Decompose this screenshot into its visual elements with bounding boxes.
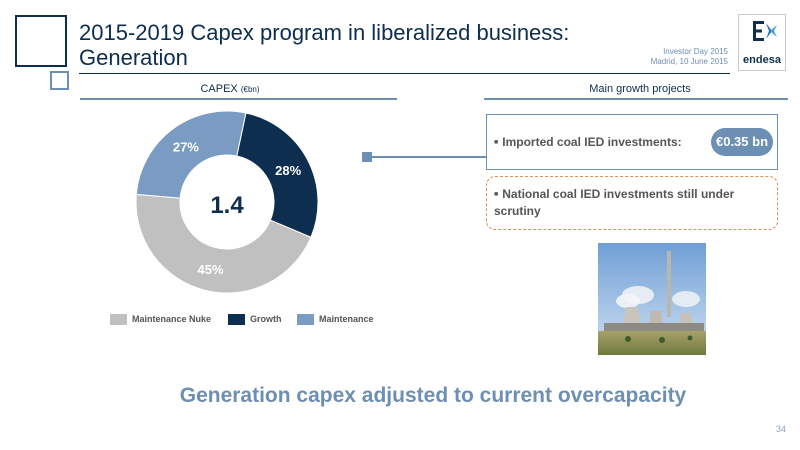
event-date: Madrid, 10 June 2015 xyxy=(650,57,728,66)
donut-slice-growth xyxy=(236,112,319,238)
growth-item1-value-badge: €0.35 bn xyxy=(711,128,773,156)
growth-item2-label: National coal IED investments still unde… xyxy=(494,187,735,218)
connector-marker xyxy=(362,152,372,162)
capex-title-unit: (€bn) xyxy=(240,85,260,94)
title-divider xyxy=(79,73,730,74)
capex-panel-rule xyxy=(80,98,397,100)
legend-swatch xyxy=(228,314,245,325)
bullet-square-icon: ■ xyxy=(494,139,499,146)
page-number: 34 xyxy=(775,424,786,434)
donut-center-value: 1.4 xyxy=(210,192,244,219)
growth-item-imported-coal: ■ Imported coal IED investments: €0.35 bn xyxy=(486,114,778,170)
legend-label: Maintenance Nuke xyxy=(132,314,212,324)
donut-label-maintenance-nuke: 45% xyxy=(198,262,224,277)
donut-label-maintenance: 27% xyxy=(173,140,199,155)
capex-panel-title: CAPEX (€bn) xyxy=(170,83,290,95)
legend-swatch xyxy=(297,314,314,325)
slide-title-line1: 2015-2019 Capex program in liberalized b… xyxy=(79,20,570,45)
growth-item2-text: ■ National coal IED investments still und… xyxy=(494,186,772,219)
growth-item1-label: Imported coal IED investments: xyxy=(502,135,682,149)
endesa-logo: endesa xyxy=(738,14,786,71)
event-name: Investor Day 2015 xyxy=(663,47,728,56)
legend-swatch xyxy=(110,314,127,325)
connector-line xyxy=(371,156,487,158)
legend-label: Maintenance xyxy=(319,314,374,324)
power-plant-photo xyxy=(598,243,706,355)
decorative-square-large xyxy=(15,15,67,67)
slide-title-line2: Generation xyxy=(79,45,188,70)
growth-item-national-coal: ■ National coal IED investments still und… xyxy=(486,176,778,230)
slide-title: 2015-2019 Capex program in liberalized b… xyxy=(79,20,639,70)
decorative-square-small xyxy=(50,71,69,90)
donut-label-growth: 28% xyxy=(275,163,301,178)
slide-tagline: Generation capex adjusted to current ove… xyxy=(179,384,687,407)
capex-donut-chart: 28% 45% 27% 1.4 xyxy=(135,110,319,294)
event-info: Investor Day 2015 Madrid, 10 June 2015 xyxy=(651,47,728,67)
endesa-logo-text: endesa xyxy=(743,54,781,66)
endesa-logo-icon xyxy=(753,21,777,41)
growth-panel-rule xyxy=(484,98,788,100)
capex-title-text: CAPEX xyxy=(200,83,238,95)
legend-label: Growth xyxy=(250,314,282,324)
bullet-square-icon: ■ xyxy=(494,191,499,198)
growth-panel-title: Main growth projects xyxy=(589,83,691,95)
donut-hole xyxy=(180,155,274,249)
growth-item1-text: ■ Imported coal IED investments: xyxy=(494,135,682,149)
